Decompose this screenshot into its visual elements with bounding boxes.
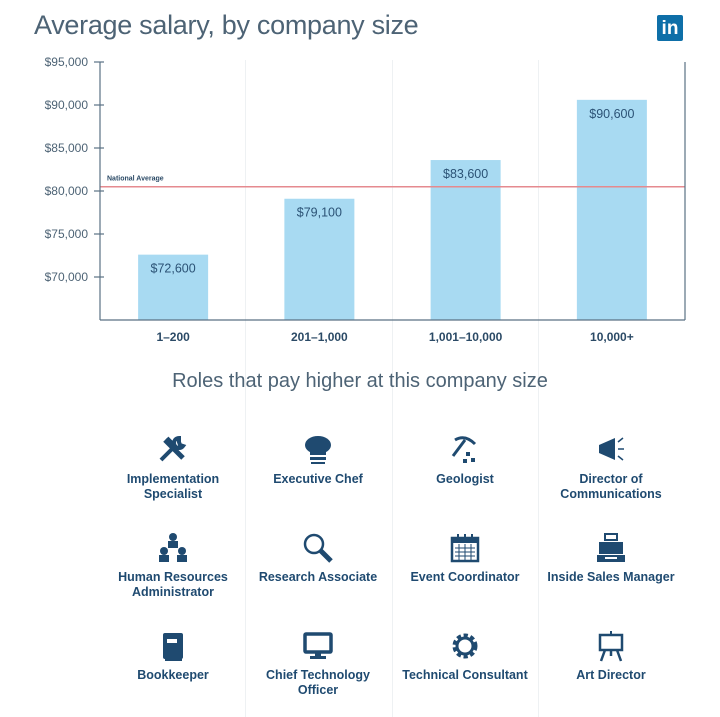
- role-label: Executive Chef: [273, 472, 363, 486]
- role-label: Technical Consultant: [402, 668, 528, 682]
- book-icon: [163, 633, 183, 661]
- role-label: Art Director: [576, 668, 646, 682]
- role-label: Inside Sales Manager: [547, 570, 675, 584]
- role-item: Bookkeeper: [100, 630, 246, 683]
- x-tick-label: 1,001–10,000: [429, 330, 503, 344]
- easel-icon: [598, 631, 624, 662]
- bar: [430, 160, 501, 320]
- role-item: Director of Communications: [538, 434, 684, 501]
- tools-icon: [159, 435, 187, 462]
- cash-register-icon: [597, 533, 625, 562]
- y-tick-label: $80,000: [45, 184, 89, 198]
- bar: [576, 99, 647, 320]
- column-divider: [538, 60, 539, 717]
- x-tick-label: 201–1,000: [291, 330, 348, 344]
- gear-icon: [452, 633, 478, 659]
- x-tick-label: 1–200: [156, 330, 190, 344]
- megaphone-icon: [599, 437, 624, 461]
- role-label: Geologist: [436, 472, 494, 486]
- role-item: Executive Chef: [245, 434, 391, 487]
- linkedin-logo: in: [657, 15, 683, 41]
- chart-title: Average salary, by company size: [34, 10, 419, 40]
- role-label: Chief Technology Officer: [266, 668, 370, 697]
- role-item: Technical Consultant: [392, 630, 538, 683]
- role-item: Inside Sales Manager: [538, 532, 684, 585]
- role-label: Bookkeeper: [137, 668, 209, 682]
- y-tick-label: $90,000: [45, 98, 89, 112]
- national-average-label: National Average: [107, 176, 164, 183]
- logo-text: in: [661, 18, 679, 39]
- role-label: Human Resources Administrator: [118, 570, 228, 599]
- role-item: Art Director: [538, 630, 684, 683]
- role-item: Research Associate: [245, 532, 391, 585]
- role-item: Event Coordinator: [392, 532, 538, 585]
- data-label: $90,600: [589, 107, 634, 121]
- column-divider: [245, 60, 246, 717]
- y-tick-label: $85,000: [45, 141, 89, 155]
- role-item: Geologist: [392, 434, 538, 487]
- role-label: Research Associate: [258, 570, 378, 584]
- data-label: $72,600: [151, 262, 196, 276]
- role-label: Director of Communications: [560, 472, 662, 501]
- data-label: $79,100: [297, 206, 342, 220]
- role-item: Chief Technology Officer: [245, 630, 391, 697]
- org-chart-icon: [159, 533, 187, 562]
- role-item: Implementation Specialist: [100, 434, 246, 501]
- roles-title: Roles that pay higher at this company si…: [172, 370, 548, 392]
- y-tick-label: $75,000: [45, 227, 89, 241]
- y-tick-label: $95,000: [45, 55, 89, 69]
- bar: [138, 254, 209, 320]
- role-item: Human Resources Administrator: [100, 532, 246, 599]
- column-divider: [392, 60, 393, 717]
- calendar-icon: [450, 534, 480, 563]
- monitor-icon: [303, 632, 333, 659]
- pickaxe-icon: [451, 436, 477, 463]
- data-label: $83,600: [443, 167, 488, 181]
- role-label: Event Coordinator: [410, 570, 520, 584]
- x-tick-label: 10,000+: [590, 330, 634, 344]
- bar: [284, 198, 355, 320]
- bar-chart: $72,600 1–200 $79,100 201–1,000 $83,600 1,001…: [45, 55, 686, 344]
- role-label: Implementation Specialist: [126, 472, 220, 501]
- magnifier-icon: [303, 533, 333, 563]
- chef-hat-icon: [305, 436, 331, 464]
- y-tick-label: $70,000: [45, 270, 89, 284]
